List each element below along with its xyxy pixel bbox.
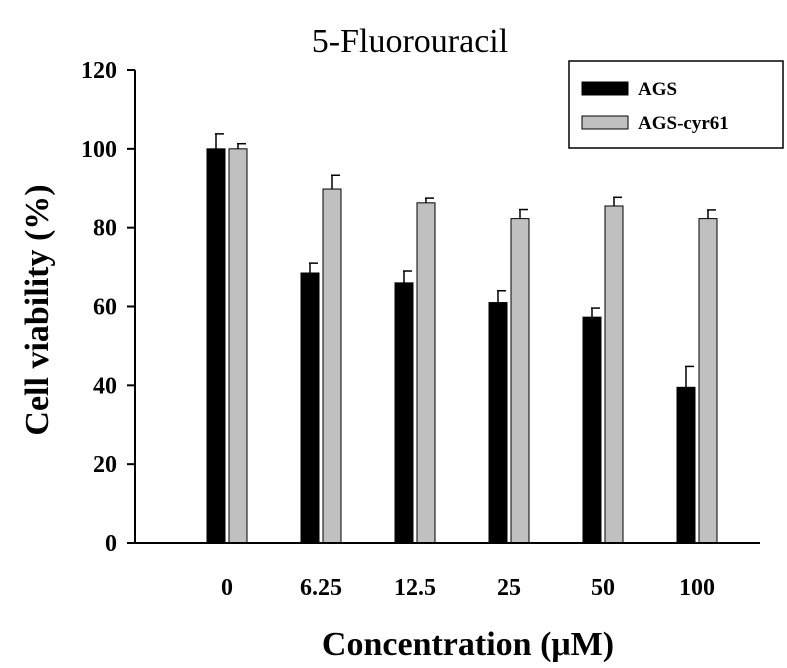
x-tick-label: 0 <box>221 575 233 601</box>
legend-swatch-ags <box>581 81 629 96</box>
y-tick-label: 60 <box>93 295 117 321</box>
y-tick-label: 20 <box>93 452 117 478</box>
bar-ags-100 <box>676 386 696 544</box>
y-tick-label: 100 <box>81 137 117 163</box>
y-tick-label: 80 <box>93 216 117 242</box>
bar-ags-cyr61-0 <box>228 148 248 544</box>
x-axis-label: Concentration (μM) <box>322 626 614 663</box>
bar-ags-cyr61-25 <box>510 218 530 544</box>
legend-label-ags-cyr61: AGS-cyr61 <box>638 113 729 134</box>
y-tick-label: 40 <box>93 373 117 399</box>
bar-ags-cyr61-12.5 <box>416 202 436 544</box>
y-tick-label: 120 <box>81 58 117 84</box>
bar-ags-cyr61-50 <box>604 205 624 544</box>
y-tick-label: 0 <box>105 531 117 557</box>
legend-box <box>568 60 784 149</box>
y-axis-label: Cell viability (%) <box>19 184 56 435</box>
legend: AGS AGS-cyr61 <box>568 60 784 149</box>
bar-ags-25 <box>488 302 508 544</box>
bar-ags-6.25 <box>300 272 320 544</box>
x-tick-label: 50 <box>591 575 615 601</box>
x-tick-label: 6.25 <box>300 575 342 601</box>
bar-ags-cyr61-100 <box>698 218 718 544</box>
bar-ags-50 <box>582 316 602 544</box>
x-tick-label: 12.5 <box>394 575 436 601</box>
legend-swatch-ags-cyr61 <box>581 115 629 130</box>
legend-label-ags: AGS <box>638 79 677 100</box>
plot-area: 0 6.25 12.5 25 50 100 0 20 40 60 80 100 120 <box>81 58 760 601</box>
bar-ags-12.5 <box>394 282 414 544</box>
x-tick-label: 25 <box>497 575 521 601</box>
bar-ags-cyr61-6.25 <box>322 188 342 544</box>
x-tick-label: 100 <box>679 575 715 601</box>
bar-ags-0 <box>206 148 226 544</box>
chart-title: 5-Fluorouracil <box>312 23 508 60</box>
